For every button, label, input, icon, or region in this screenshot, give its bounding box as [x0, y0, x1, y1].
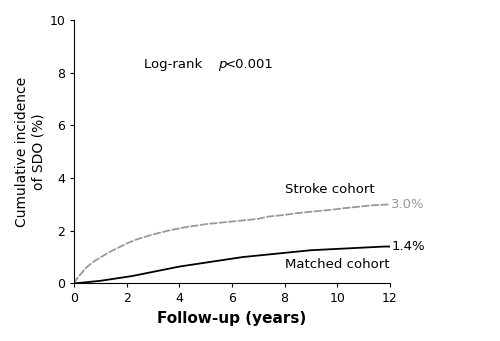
- Text: p: p: [218, 58, 226, 71]
- Text: Log-rank: Log-rank: [144, 58, 206, 71]
- Text: <0.001: <0.001: [224, 58, 273, 71]
- Text: 1.4%: 1.4%: [391, 240, 424, 253]
- Y-axis label: Cumulative incidence
of SDO (%): Cumulative incidence of SDO (%): [15, 77, 45, 227]
- Text: Matched cohort: Matched cohort: [284, 258, 389, 271]
- Text: Stroke cohort: Stroke cohort: [284, 183, 374, 196]
- Text: 3.0%: 3.0%: [391, 198, 424, 211]
- X-axis label: Follow-up (years): Follow-up (years): [158, 311, 306, 326]
